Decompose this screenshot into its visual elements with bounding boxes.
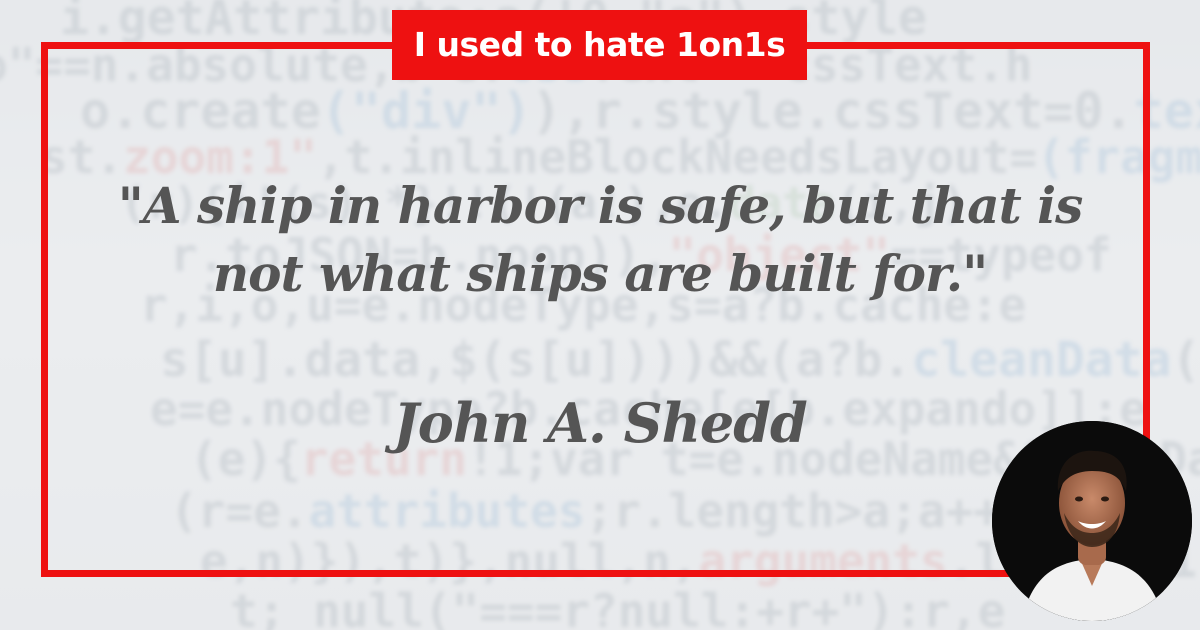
quote-author: John A. Shedd xyxy=(393,391,808,455)
author-avatar xyxy=(992,421,1192,621)
quote-line-2: not what ships are built for." xyxy=(212,244,988,303)
person-photo-icon xyxy=(992,421,1192,621)
quote-frame xyxy=(41,42,1150,577)
title-banner: I used to hate 1on1s xyxy=(392,10,807,80)
quote-text: "A ship in harbor is safe, but that is n… xyxy=(60,172,1140,308)
quote-line-1: "A ship in harbor is safe, but that is xyxy=(117,176,1084,235)
